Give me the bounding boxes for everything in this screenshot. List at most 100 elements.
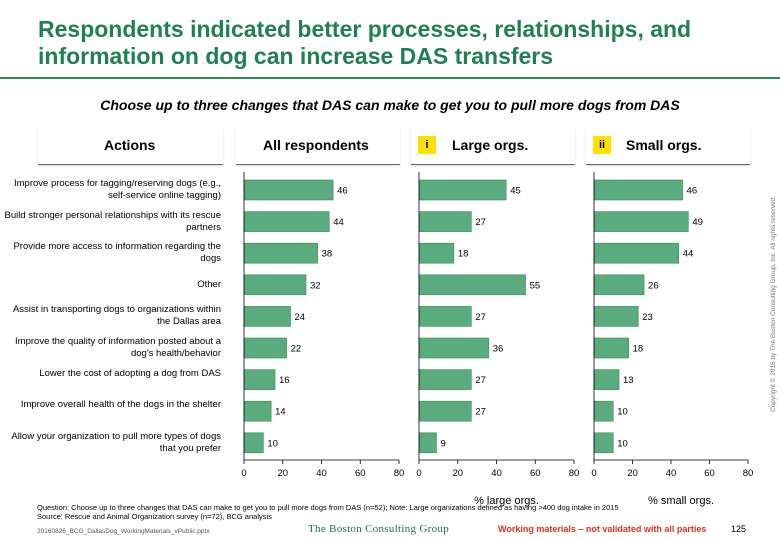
bar [418,337,490,359]
bar-value-label: 27 [475,407,486,418]
bar [593,179,683,201]
x-axis-title: % small orgs. [648,495,714,507]
footnote: Question: Choose up to three changes tha… [37,503,619,521]
x-tick-label: 60 [530,468,541,479]
bar [593,306,639,327]
x-tick-label: 0 [416,468,421,479]
header-actions: Actions [38,128,223,165]
survey-question-subtitle: Choose up to three changes that DAS can … [100,97,680,113]
bar-value-label: 10 [267,438,278,449]
bar-value-label: 27 [475,217,486,228]
x-tick-label: 60 [355,468,366,479]
x-tick-label: 0 [241,468,246,479]
x-tick-label: 20 [627,468,638,479]
bar-value-label: 49 [692,217,703,228]
action-label: Improve overall health of the dogs in th… [20,399,221,411]
title-divider [0,77,780,79]
bar [243,306,291,327]
x-tick-label: 40 [491,468,502,479]
bar [418,400,472,422]
x-tick-label: 0 [591,468,596,479]
bcg-logo: The Boston Consulting Group [308,523,450,535]
footnote-question: Question: Choose up to three changes tha… [37,503,619,512]
bar-value-label: 18 [633,344,644,355]
x-tick-label: 20 [277,468,288,479]
bar [243,274,307,296]
bar [418,306,472,327]
bar-value-label: 18 [458,249,469,260]
bar-value-label: 10 [617,407,628,418]
file-name: 20160826_BCG_DallasDog_WorkingMaterials_… [37,528,210,535]
action-label: Allow your organization to pull more typ… [11,430,221,454]
bar [243,400,272,422]
x-tick-label: 60 [704,468,715,479]
x-tick-label: 80 [743,468,754,479]
bar-value-label: 23 [642,312,653,323]
header-large-label: Large orgs. [452,137,529,153]
header-small-label: Small orgs. [626,137,702,153]
bar-value-label: 32 [310,280,321,291]
bar-value-label: 46 [337,186,348,197]
bar [593,211,689,232]
x-tick-label: 40 [666,468,677,479]
bar-value-label: 46 [687,186,698,197]
bar [418,179,507,201]
bar-value-label: 9 [440,438,445,449]
bar-value-label: 38 [322,249,333,260]
bar-value-label: 13 [623,375,634,386]
bar [418,242,455,264]
action-label: Assist in transporting dogs to organizat… [12,304,221,328]
x-tick-label: 80 [394,468,405,479]
bar-value-label: 44 [683,249,694,260]
bar-value-label: 24 [295,312,306,323]
bar [243,179,334,201]
header-small-orgs: ii Small orgs. [586,128,750,165]
bar [593,337,629,359]
header-actions-label: Actions [104,137,156,153]
bar-value-label: 44 [333,217,344,228]
action-label: Other [197,278,221,290]
bar-value-label: 22 [291,344,302,355]
footnote-source: Source: Rescue and Animal Organization s… [37,512,272,521]
bar-value-label: 45 [510,186,521,197]
bar [243,432,264,454]
bar-value-label: 26 [648,280,659,291]
action-label: Provide more access to information regar… [13,241,221,265]
copyright-notice: Copyright © 2016 by The Boston Consultin… [770,195,777,412]
bar [593,369,620,390]
x-tick-label: 20 [452,468,463,479]
bar [418,432,437,454]
bar [243,369,276,390]
action-label: Improve process for tagging/reserving do… [14,178,221,201]
bar [418,274,526,296]
bar-value-label: 27 [475,312,486,323]
bar [593,432,614,454]
header-all-label: All respondents [263,137,369,153]
bar [418,211,472,232]
bar [418,369,472,390]
bar [593,400,614,422]
bar-value-label: 16 [279,375,290,386]
page-title: Respondents indicated better processes, … [38,16,692,69]
bar-value-label: 27 [475,375,486,386]
header-large-orgs: i Large orgs. [411,128,575,165]
page-number: 125 [731,524,747,534]
action-label: Build stronger personal relationships wi… [4,209,222,233]
bar [593,274,645,296]
x-tick-label: 40 [316,468,327,479]
large-orgs-badge: i [418,136,436,154]
bar [243,211,330,232]
working-materials-note: Working materials – not validated with a… [498,524,707,534]
action-label: Improve the quality of information poste… [15,336,221,359]
bar-value-label: 10 [617,438,628,449]
bar-value-label: 36 [493,344,504,355]
small-orgs-badge: ii [593,136,611,154]
bar [243,337,287,359]
action-label: Lower the cost of adopting a dog from DA… [39,367,221,379]
bar [593,242,679,264]
bar [243,242,318,264]
bar-value-label: 14 [275,407,286,418]
x-axis-title: % large orgs. [474,495,539,507]
x-tick-label: 80 [569,468,580,479]
